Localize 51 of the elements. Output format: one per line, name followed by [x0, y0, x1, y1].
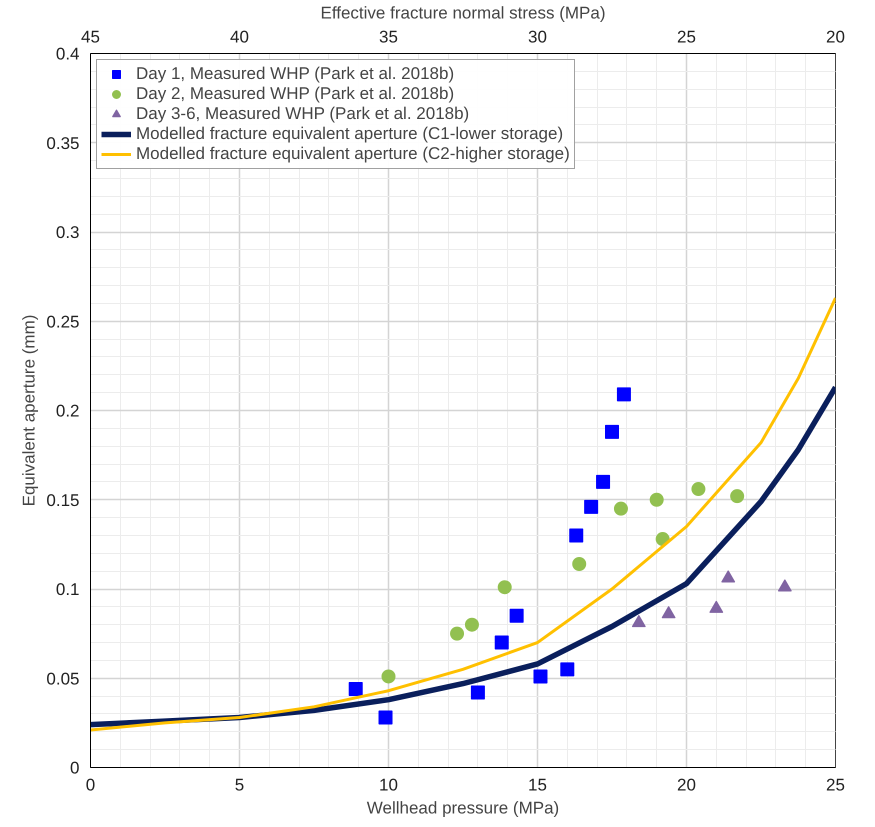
- point: [510, 608, 524, 623]
- point: [730, 489, 744, 504]
- x-tick-label: 10: [379, 776, 398, 794]
- legend-label: Modelled fracture equivalent aperture (C2-higher storage): [136, 144, 570, 164]
- y-tick-label: 0.3: [56, 223, 80, 242]
- x2-tick-label: 45: [81, 28, 100, 46]
- point: [533, 669, 548, 684]
- legend-label: Day 2, Measured WHP (Park et al. 2018b): [136, 84, 454, 104]
- x-tick-label: 20: [677, 776, 696, 794]
- point: [650, 492, 664, 507]
- point: [348, 682, 363, 696]
- x-tick-label: 15: [528, 776, 547, 794]
- y-tick-label: 0.35: [46, 134, 80, 153]
- x2-tick-label: 30: [528, 28, 547, 46]
- line-series: [90, 296, 836, 732]
- point: [494, 636, 509, 650]
- point: [691, 482, 706, 496]
- point: [498, 580, 512, 594]
- x-tick-label: 25: [826, 776, 845, 794]
- y-tick-label: 0.1: [56, 580, 80, 599]
- point: [382, 669, 396, 684]
- point: [569, 528, 584, 542]
- y-tick-label: 0.25: [46, 312, 80, 332]
- legend-label: Modelled fracture equivalent aperture (C1-lower storage): [136, 124, 564, 144]
- x2-axis-title: Effective fracture normal stress (MPa): [320, 4, 606, 22]
- point: [584, 500, 598, 514]
- point: [614, 502, 628, 516]
- legend-label: Day 1, Measured WHP (Park et al. 2018b): [136, 64, 454, 84]
- x2-tick-label: 20: [826, 28, 845, 46]
- point: [596, 474, 610, 489]
- point: [470, 686, 485, 700]
- y-tick-label: 0.4: [56, 44, 80, 64]
- point: [616, 387, 631, 402]
- x-tick-label: 0: [86, 776, 96, 794]
- x2-tick-label: 25: [677, 28, 696, 46]
- point: [605, 424, 619, 439]
- y-tick-label: 0.15: [46, 490, 80, 510]
- point: [572, 557, 586, 571]
- point: [464, 618, 479, 632]
- point: [450, 626, 464, 641]
- y-axis-title: Equivalent aperture (mm): [19, 314, 38, 506]
- point: [378, 710, 393, 725]
- x2-tick-label: 40: [230, 28, 249, 46]
- y-tick-label: 0.05: [46, 669, 80, 688]
- x-tick-label: 5: [234, 776, 244, 794]
- y-tick-label: 0: [70, 758, 80, 778]
- y-tick-label: 0.2: [56, 402, 80, 420]
- legend-label: Day 3-6, Measured WHP (Park et al. 2018b): [136, 104, 470, 124]
- x2-tick-label: 35: [379, 28, 398, 46]
- point: [560, 662, 574, 676]
- x-axis-title: Wellhead pressure (MPa): [366, 798, 560, 818]
